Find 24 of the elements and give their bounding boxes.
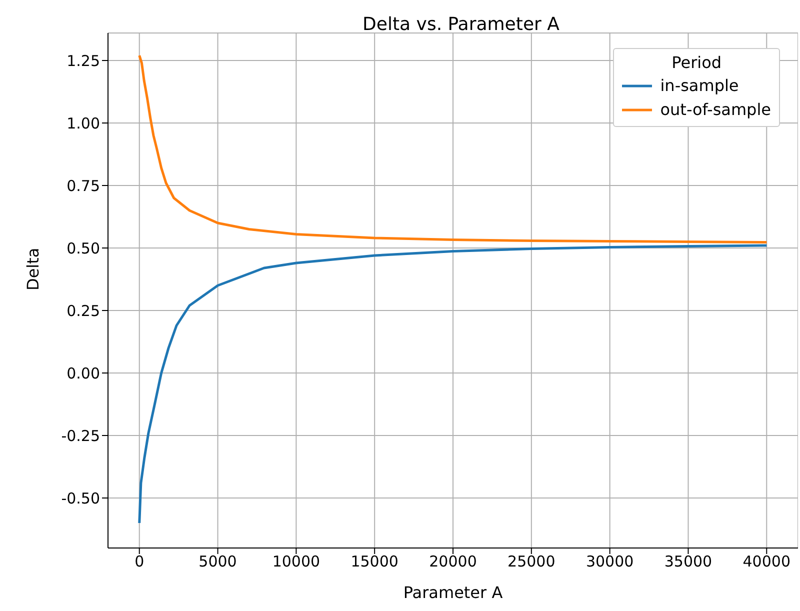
x-tick-label: 0 (134, 552, 144, 571)
legend-title: Period (670, 53, 723, 72)
legend-label: out-of-sample (660, 99, 771, 121)
x-tick-label: 5000 (198, 552, 237, 571)
y-tick-label: -0.50 (61, 489, 100, 508)
x-tick-label: 20000 (429, 552, 477, 571)
y-tick-label: 0.00 (66, 364, 100, 382)
line-series (138, 244, 768, 524)
y-tick-label: 1.25 (66, 52, 100, 70)
y-tick-label: 0.25 (66, 302, 100, 320)
y-tick-label: 0.75 (66, 176, 100, 195)
y-tick-label: 0.50 (66, 239, 100, 258)
x-axis-title: Parameter A (403, 583, 503, 602)
chart-title: Delta vs. Parameter A (362, 14, 560, 35)
x-tick-label: 10000 (272, 552, 320, 571)
legend-label: in-sample (660, 75, 739, 97)
x-tick-label: 30000 (586, 552, 634, 571)
y-tick-label: -0.25 (61, 426, 100, 445)
x-tick-label: 40000 (742, 552, 790, 571)
y-axis-title: Delta (24, 248, 43, 290)
y-tick-label: 1.00 (66, 114, 100, 132)
x-tick-label: 25000 (508, 552, 556, 571)
x-tick-label: 15000 (350, 552, 398, 571)
x-tick-label: 35000 (664, 552, 712, 571)
